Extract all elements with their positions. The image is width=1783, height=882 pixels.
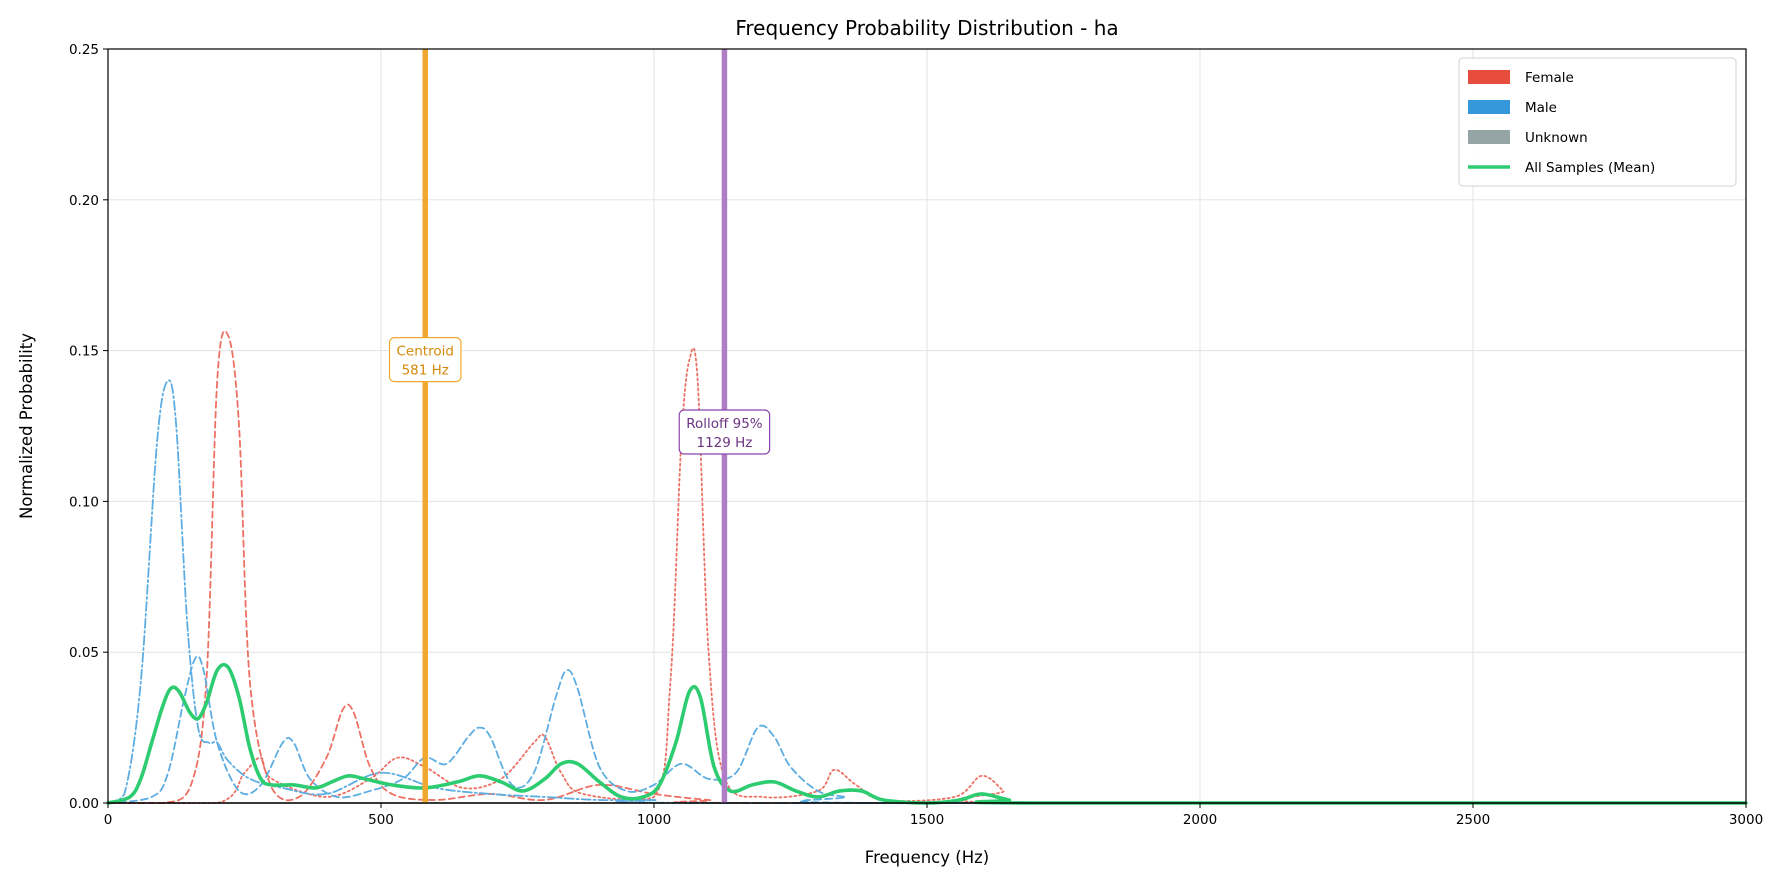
series-line-male-3: [107, 655, 1747, 804]
y-tick-label: 0.05: [69, 645, 99, 661]
centroid-annotation-value: 581 Hz: [402, 363, 449, 379]
chart-title: Frequency Probability Distribution - ha: [735, 16, 1118, 40]
rolloff-annotation-label: Rolloff 95%: [686, 416, 763, 432]
y-tick-label: 0.00: [69, 796, 99, 812]
series-line-female-0: [107, 330, 1747, 804]
x-tick-label: 1000: [637, 812, 671, 828]
legend: Female Male Unknown All Samples (Mean): [1458, 57, 1737, 187]
x-tick-label: 2000: [1183, 812, 1217, 828]
x-tick-label: 0: [104, 812, 113, 828]
legend-label-female: Female: [1525, 70, 1574, 86]
rolloff-annotation-value: 1129 Hz: [696, 435, 752, 451]
y-tick-label: 0.15: [69, 344, 99, 360]
x-tick-label: 1500: [910, 812, 944, 828]
x-axis-title: Frequency (Hz): [865, 848, 989, 867]
legend-swatch-female: [1468, 70, 1510, 84]
rolloff-annotation: Rolloff 95% 1129 Hz: [678, 409, 771, 455]
centroid-annotation: Centroid 581 Hz: [388, 337, 462, 383]
y-tick-label: 0.10: [69, 494, 99, 510]
legend-swatch-male: [1468, 100, 1510, 114]
series-line-all-samples-mean--4: [106, 662, 1748, 805]
rolloff-annotation-box: [678, 409, 771, 455]
centroid-annotation-box: [388, 337, 462, 383]
y-tick-label: 0.25: [69, 42, 99, 58]
y-tick-label: 0.20: [69, 193, 99, 209]
x-tick-label: 500: [368, 812, 394, 828]
legend-box: [1458, 57, 1737, 187]
centroid-annotation-label: Centroid: [397, 344, 454, 360]
legend-label-unknown: Unknown: [1525, 130, 1588, 146]
y-axis-title: Normalized Probability: [17, 333, 36, 519]
axis-ticks: 0 500 1000 1500 2000 2500 3000 0.00 0.05 0.10 0.15…: [69, 42, 1763, 828]
marker-lines: Centroid 581 Hz Rolloff 95% 1129 Hz: [388, 49, 771, 803]
legend-swatch-unknown: [1468, 130, 1510, 144]
x-tick-label: 3000: [1729, 812, 1763, 828]
legend-label-male: Male: [1525, 100, 1557, 116]
series-line-male-2: [107, 379, 1747, 804]
legend-label-all-samples-mean: All Samples (Mean): [1525, 160, 1655, 176]
x-tick-label: 2500: [1456, 812, 1490, 828]
